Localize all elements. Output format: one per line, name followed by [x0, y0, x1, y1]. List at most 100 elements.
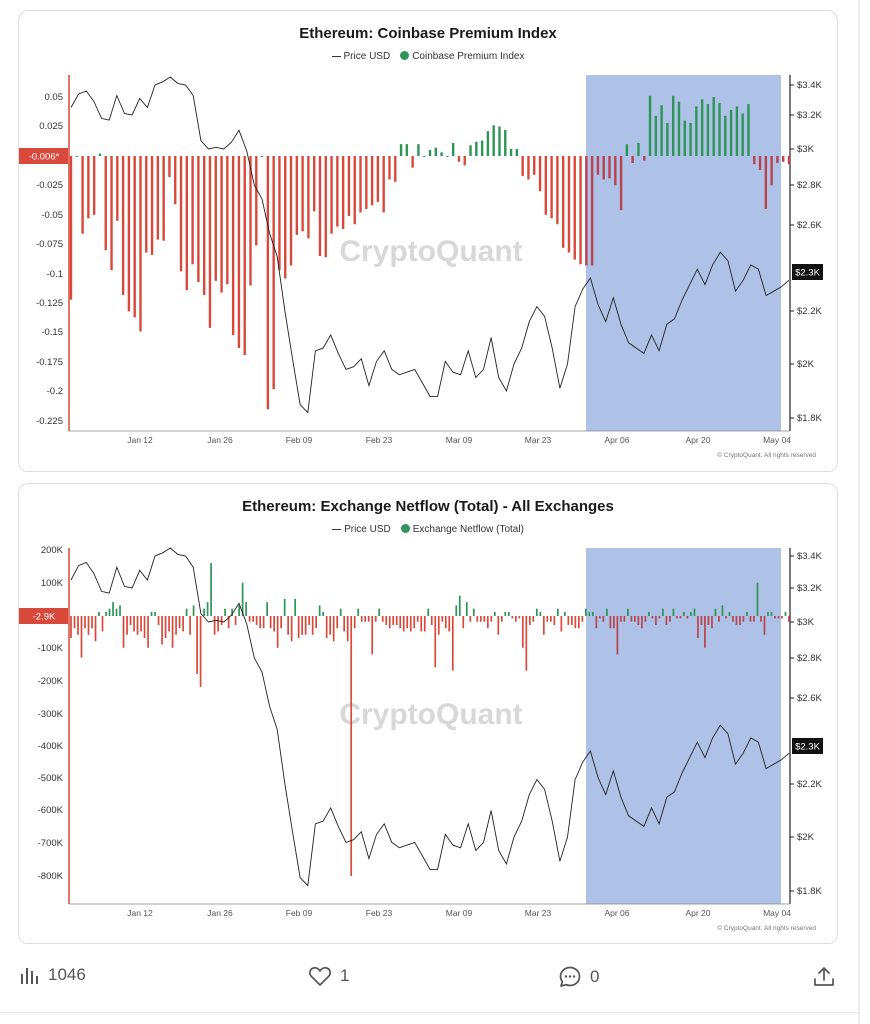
bar [672, 608, 675, 616]
bar [620, 616, 622, 622]
bar [175, 616, 177, 635]
left-tick-label: -0.175 [36, 357, 63, 368]
bar [749, 616, 752, 622]
bar [627, 608, 629, 616]
right-tick-label: $3.2K [797, 583, 822, 594]
bar [289, 156, 293, 266]
bar [500, 616, 503, 622]
x-tick-label: Apr 06 [604, 908, 629, 918]
bar [206, 602, 209, 616]
bar [486, 131, 490, 156]
left-tick-label: -800K [38, 871, 64, 882]
bar [182, 616, 184, 632]
bar [147, 616, 149, 648]
bar [168, 616, 170, 632]
bar [329, 616, 332, 635]
price-line [70, 76, 790, 414]
bar [77, 616, 79, 635]
legend-price-label: Price USD [343, 51, 391, 62]
share-button[interactable] [812, 965, 844, 989]
page-edge-rule [858, 0, 860, 1024]
left-tick-label: -500K [38, 773, 64, 784]
bar [679, 616, 682, 619]
right-tick-label: $2.6K [797, 220, 822, 231]
bar [498, 126, 501, 156]
comment-bubble-icon [559, 966, 581, 987]
bar [542, 616, 545, 635]
bar [567, 616, 570, 625]
bar [382, 156, 385, 213]
bar [724, 115, 727, 156]
bar [423, 616, 426, 632]
bar [538, 156, 542, 192]
bar [634, 616, 636, 622]
bar [423, 155, 426, 157]
bar [544, 156, 548, 215]
left-tick-label: 100K [41, 578, 64, 589]
bar [614, 156, 617, 186]
watermark-text: CryptoQuant [339, 235, 522, 268]
like-button[interactable]: 1 [308, 965, 349, 987]
current-price-badge: $2.3K [792, 738, 823, 754]
bar [196, 616, 198, 674]
bar [409, 616, 412, 632]
bar [150, 611, 153, 616]
bar [73, 616, 76, 629]
bar [697, 616, 699, 639]
bar [676, 616, 678, 619]
watermark-text: CryptoQuant [339, 698, 522, 731]
bar [191, 156, 194, 265]
bar [619, 156, 623, 211]
views-button[interactable]: 1046 [20, 965, 86, 985]
current-price-badge-bg [792, 264, 823, 280]
bar [784, 611, 787, 616]
bar [227, 616, 230, 629]
bar [110, 156, 113, 271]
bar [660, 105, 663, 156]
bar [413, 616, 416, 629]
bar [192, 605, 195, 616]
bar [527, 156, 530, 180]
bar [787, 156, 791, 165]
comment-button[interactable]: 0 [558, 965, 599, 989]
bar [234, 616, 237, 625]
chart-legend: Price USD Coinbase Premium Index [19, 51, 837, 62]
bar [347, 156, 351, 216]
bar [346, 616, 349, 642]
right-tick-label: $2.2K [797, 779, 822, 790]
bar [318, 156, 322, 257]
left-tick-label: -0.15 [41, 327, 63, 338]
series-legend-swatch [400, 524, 410, 533]
copyright-text: © CryptoQuant. All rights reserved [717, 451, 816, 459]
bar [378, 608, 381, 616]
bar [290, 616, 293, 642]
premium-index-plot[interactable]: CryptoQuant 0.05 0.025 -0.025 -0.05 -0.075 -0.… [19, 11, 837, 471]
bar [704, 616, 706, 648]
bar [788, 616, 790, 622]
bar [579, 156, 582, 265]
bar [98, 611, 100, 616]
bar [712, 97, 715, 156]
legend-series-label: Coinbase Premium Index [412, 51, 525, 62]
bar [325, 616, 328, 639]
bar [655, 616, 657, 625]
bar [753, 616, 755, 622]
bar [648, 611, 650, 616]
bar [284, 156, 287, 279]
series-legend-swatch [400, 51, 410, 60]
bar [609, 616, 612, 629]
bar [648, 95, 652, 156]
right-tick-label: $3K [797, 617, 815, 628]
bar [411, 156, 414, 168]
bar [336, 156, 339, 227]
bar [683, 120, 686, 156]
bar [129, 616, 132, 625]
bar [758, 156, 762, 171]
bar [480, 140, 484, 156]
x-tick-label: Mar 23 [525, 908, 552, 918]
bar [490, 616, 493, 622]
bar [430, 616, 433, 625]
bar [781, 616, 783, 619]
netflow-plot[interactable]: CryptoQuant 200K 100K -100K -200K -300K -400K -… [19, 484, 837, 943]
bar [278, 156, 281, 271]
